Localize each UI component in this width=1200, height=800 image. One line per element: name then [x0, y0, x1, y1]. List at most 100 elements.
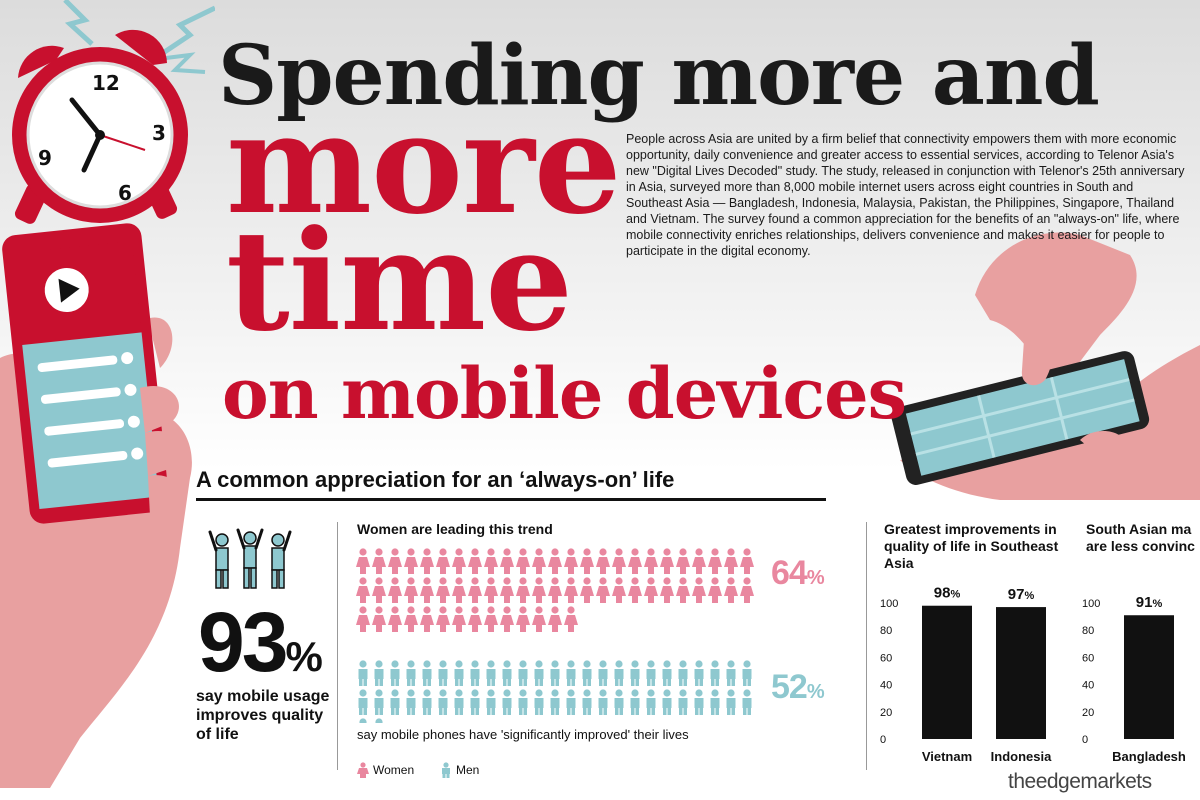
tablet-hands-illustration [891, 232, 1200, 500]
woman-pictogram-icon [580, 548, 594, 574]
divider [337, 522, 338, 770]
man-pictogram-icon [598, 689, 608, 715]
woman-pictogram-icon [676, 577, 690, 603]
man-pictogram-icon [406, 689, 416, 715]
woman-pictogram-icon [612, 577, 626, 603]
man-pictogram-icon [486, 660, 496, 686]
man-pictogram-icon [662, 689, 672, 715]
man-pictogram-icon [598, 660, 608, 686]
woman-pictogram-icon [516, 606, 530, 632]
clock-numeral-3: 3 [152, 121, 166, 145]
man-pictogram-icon [742, 689, 752, 715]
woman-pictogram-icon [660, 548, 674, 574]
woman-pictogram-icon [388, 606, 402, 632]
woman-pictogram-icon [356, 606, 370, 632]
man-pictogram-icon [518, 660, 528, 686]
woman-pictogram-icon [436, 577, 450, 603]
woman-pictogram-icon [372, 606, 386, 632]
man-icon [442, 762, 450, 778]
clock-numeral-12: 12 [92, 71, 120, 95]
woman-pictogram-icon [628, 577, 642, 603]
y-tick-label: 20 [1082, 707, 1094, 719]
y-tick-label: 80 [1082, 625, 1094, 637]
man-pictogram-icon [390, 689, 400, 715]
y-tick-label: 60 [880, 652, 892, 664]
woman-pictogram-icon [452, 606, 466, 632]
men-percent-label: 52% [771, 668, 825, 707]
man-pictogram-icon [390, 660, 400, 686]
woman-pictogram-icon [548, 548, 562, 574]
woman-pictogram-icon [548, 577, 562, 603]
woman-pictogram-icon [596, 577, 610, 603]
man-pictogram-icon [438, 689, 448, 715]
section-heading: A common appreciation for an ‘always-on’… [196, 467, 675, 492]
y-tick-label: 20 [880, 707, 892, 719]
stat-93-unit: % [285, 633, 323, 680]
woman-pictogram-icon [564, 606, 578, 632]
woman-pictogram-icon [436, 548, 450, 574]
man-pictogram-icon [662, 660, 672, 686]
man-pictogram-icon [502, 660, 512, 686]
brand-watermark: theedgemarkets [1008, 770, 1152, 793]
bar [922, 605, 972, 739]
man-pictogram-icon [486, 689, 496, 715]
man-pictogram-icon [406, 660, 416, 686]
woman-pictogram-icon [564, 577, 578, 603]
woman-pictogram-icon [532, 606, 546, 632]
woman-pictogram-icon [484, 548, 498, 574]
woman-pictogram-icon [452, 548, 466, 574]
woman-pictogram-icon [708, 548, 722, 574]
woman-icon [357, 762, 369, 778]
woman-pictogram-icon [596, 548, 610, 574]
man-pictogram-icon [630, 689, 640, 715]
category-label: Bangladesh [1112, 749, 1186, 764]
man-pictogram-icon [630, 660, 640, 686]
man-pictogram-icon [678, 660, 688, 686]
intro-text: People across Asia are united by a firm … [626, 131, 1186, 259]
stat-93-number: 93 [198, 595, 288, 689]
legend-men-label: Men [456, 763, 480, 777]
woman-pictogram-icon [420, 577, 434, 603]
bar-chart-south-asia: 100 80 60 40 20 0 91% Bangladesh [1082, 594, 1186, 764]
y-tick-label: 40 [1082, 680, 1094, 692]
woman-pictogram-icon [612, 548, 626, 574]
title-line-2: more [226, 82, 622, 245]
woman-pictogram-icon [404, 577, 418, 603]
woman-pictogram-icon [452, 577, 466, 603]
y-tick-label: 100 [1082, 598, 1100, 610]
man-pictogram-icon [550, 689, 560, 715]
y-tick-label: 0 [1082, 734, 1088, 746]
bar-value-label: 91% [1136, 594, 1163, 611]
woman-pictogram-icon [468, 548, 482, 574]
man-pictogram-icon [646, 660, 656, 686]
y-tick-label: 100 [880, 598, 898, 610]
woman-pictogram-icon [724, 548, 738, 574]
bar-value-label: 98% [934, 585, 961, 602]
man-pictogram-icon [470, 689, 480, 715]
woman-pictogram-icon [500, 606, 514, 632]
category-label: Indonesia [991, 749, 1052, 764]
bar-chart-southeast-asia: 100 80 60 40 20 0 98% Vietnam 97% Indonesia [880, 585, 1052, 764]
clock-numeral-6: 6 [118, 181, 132, 205]
man-pictogram-icon [359, 718, 367, 723]
bar-value-label: 97% [1008, 586, 1035, 603]
stat-93-percent: 93% [198, 600, 323, 684]
title-line-1: Spending more and [218, 28, 1100, 124]
man-pictogram-icon [454, 689, 464, 715]
chart1-title: Greatest improvements in quality of life… [884, 521, 1059, 571]
category-label: Vietnam [922, 749, 972, 764]
man-pictogram-icon [710, 689, 720, 715]
woman-pictogram-icon [468, 606, 482, 632]
woman-pictogram-icon [740, 548, 754, 574]
man-pictogram-icon [694, 689, 704, 715]
woman-pictogram-icon [500, 548, 514, 574]
man-pictogram-icon [438, 660, 448, 686]
man-pictogram-icon [358, 689, 368, 715]
man-pictogram-icon [374, 660, 384, 686]
men-percent-unit: % [806, 681, 825, 703]
woman-pictogram-icon [692, 548, 706, 574]
divider [866, 522, 867, 770]
intro-paragraph-1: People across Asia are united by a firm … [626, 132, 1185, 226]
man-pictogram-icon [454, 660, 464, 686]
chart2-title-text: South Asian ma are less convinc [1086, 521, 1195, 554]
